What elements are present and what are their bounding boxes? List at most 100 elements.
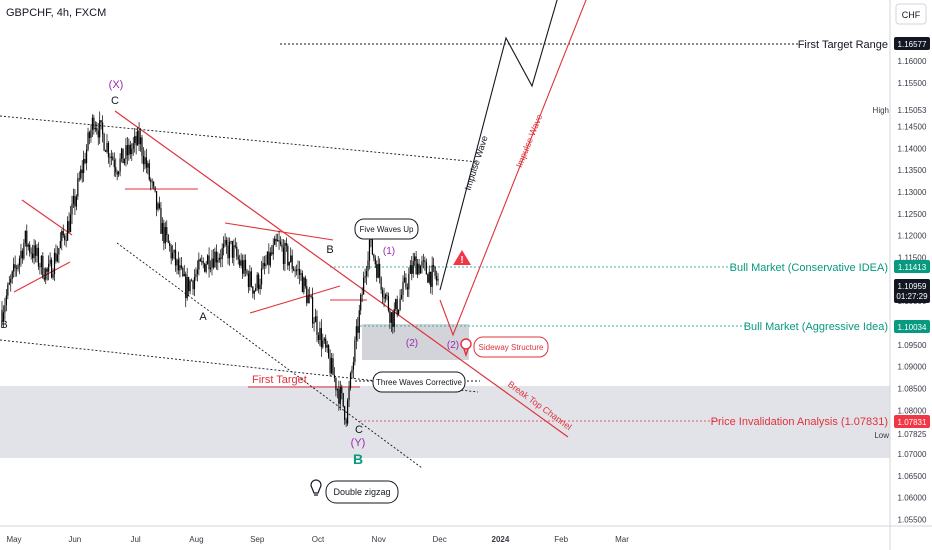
warning-icon: ! <box>453 250 471 266</box>
candle-body <box>322 340 324 348</box>
wedge-lower <box>249 285 341 314</box>
candle-body <box>300 273 302 275</box>
price-tick-label: 1.13000 <box>898 188 927 197</box>
candle-body <box>30 252 32 254</box>
price-tick-label: 1.09500 <box>898 341 927 350</box>
candle-body <box>81 169 83 174</box>
candle-body <box>160 208 162 234</box>
three-waves-box[interactable] <box>372 371 466 393</box>
price-badge-current <box>894 279 930 303</box>
candle-body <box>24 230 26 244</box>
candle-body <box>34 245 37 256</box>
candle-body <box>172 252 174 259</box>
candle-body <box>293 268 295 271</box>
candle-body <box>174 249 177 266</box>
time-tick-label: Aug <box>189 535 203 544</box>
candle-body <box>53 252 56 275</box>
candle-body <box>139 137 142 145</box>
wave-a-label: A <box>199 311 207 323</box>
candle-body <box>320 328 322 348</box>
candle-body <box>23 243 25 259</box>
price-axis[interactable]: 1.16000 1.15500 1.14500 1.14000 1.13500 1.130… <box>898 57 927 524</box>
impulse-projection-red <box>439 0 587 337</box>
candle-body <box>433 265 435 267</box>
candle-body <box>173 249 175 253</box>
candle-body <box>225 239 228 246</box>
candle-body <box>281 244 283 248</box>
candle-body <box>154 186 156 192</box>
candle-body <box>379 263 381 278</box>
price-tick-label: 1.08500 <box>898 384 927 393</box>
candle-body <box>393 308 395 327</box>
candle-body <box>377 263 379 278</box>
symbol-title: GBPCHF, 4h, FXCM <box>6 7 107 19</box>
price-badge-target-text: 1.16577 <box>898 40 927 49</box>
currency-box[interactable] <box>895 3 927 25</box>
wave-2a-label: (2) <box>406 338 418 349</box>
upper-channel-line <box>0 115 479 163</box>
svg-text:!: ! <box>460 255 463 266</box>
candle-body <box>199 259 201 262</box>
time-tick-label: Mar <box>615 535 629 544</box>
five-waves-box[interactable] <box>354 218 419 240</box>
candle-body <box>435 275 438 281</box>
price-badge-aggressive-text: 1.10034 <box>898 323 927 332</box>
candle-body <box>303 277 305 293</box>
candle-body <box>217 260 219 263</box>
candle-body <box>408 273 410 290</box>
candle-body <box>72 195 75 205</box>
price-badge-conservative-text: 1.11413 <box>898 263 927 272</box>
time-tick-label: Oct <box>312 535 325 544</box>
double-zigzag-box[interactable] <box>325 480 399 504</box>
high-label: High <box>873 106 889 115</box>
candle-body <box>145 157 147 168</box>
candle-body <box>33 245 35 259</box>
candle-body <box>11 271 13 279</box>
candle-body <box>262 262 264 269</box>
time-tick-label: May <box>6 535 21 544</box>
candle-body <box>430 271 432 287</box>
candle-body <box>333 375 336 378</box>
candle-body <box>78 178 80 180</box>
time-tick-label: Jul <box>130 535 140 544</box>
wave-c-bottom-label: C <box>355 424 363 436</box>
candle-body <box>386 294 388 297</box>
wave-c-top-label: C <box>111 95 119 107</box>
candle-body <box>236 246 238 257</box>
candle-series[interactable] <box>1 111 439 428</box>
candle-body <box>179 265 181 271</box>
candle-body <box>167 234 169 243</box>
wave-b-green-label: B <box>353 451 363 467</box>
candle-body <box>142 155 145 165</box>
candle-body <box>352 362 355 370</box>
candle-body <box>278 240 280 242</box>
candle-body <box>346 400 349 424</box>
candle-body <box>157 203 159 210</box>
sideway-box[interactable] <box>473 336 549 358</box>
price-tick-label: 1.05500 <box>898 515 927 524</box>
candle-body <box>307 296 309 304</box>
candle-body <box>373 254 375 259</box>
candle-body <box>94 128 96 130</box>
time-axis[interactable]: May Jun Jul Aug Sep Oct Nov Dec 2024 Feb Mar <box>6 535 629 544</box>
candle-body <box>424 260 426 263</box>
conservative-label: Bull Market (Conservative IDEA) <box>730 262 888 274</box>
candle-body <box>227 245 229 259</box>
candle-body <box>17 265 19 269</box>
candle-body <box>342 392 344 407</box>
candle-body <box>176 259 178 266</box>
low-label: Low <box>874 431 889 440</box>
triangle-upper-left <box>21 199 73 236</box>
candle-body <box>358 310 360 333</box>
candle-body <box>330 358 333 374</box>
three-waves-text: Three Waves Corrective <box>376 378 463 387</box>
impulse-wave-black-label: Impulse Wave <box>463 135 490 192</box>
candle-body <box>80 169 82 179</box>
candle-body <box>61 231 63 241</box>
candle-body <box>288 261 290 266</box>
downtrend-line <box>114 110 569 438</box>
wave-x-label: (X) <box>109 79 124 91</box>
candle-body <box>349 373 352 388</box>
